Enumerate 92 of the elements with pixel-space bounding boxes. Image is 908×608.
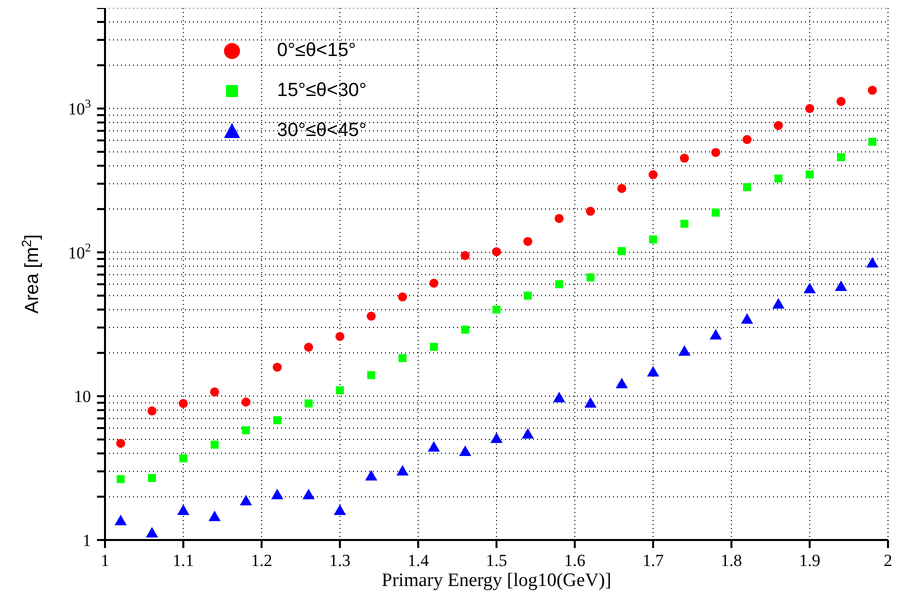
point (647, 366, 660, 376)
x-tick-label: 1.1 (172, 551, 194, 570)
legend-label: 15°≤θ<30° (277, 80, 367, 102)
point (336, 386, 344, 394)
y-tick-label: 10$^{3}$ (68, 96, 92, 119)
point (524, 292, 532, 300)
x-tick-label: 2 (884, 551, 892, 570)
point (774, 121, 783, 130)
point (116, 438, 126, 448)
point (241, 398, 250, 407)
point (712, 208, 720, 217)
point (555, 280, 564, 288)
point (430, 342, 438, 351)
point (523, 236, 532, 246)
x-tick-label: 1.9 (799, 551, 820, 570)
point (210, 387, 220, 396)
y-tick-label: 10$^{2}$ (68, 240, 92, 262)
point (367, 371, 376, 380)
x-tick-label: 1.2 (250, 551, 272, 570)
point (740, 313, 754, 324)
point (774, 174, 782, 183)
point (396, 464, 409, 476)
point (304, 342, 314, 352)
point (648, 170, 658, 180)
point (584, 397, 597, 408)
point (461, 326, 470, 334)
point (805, 104, 814, 114)
point (302, 488, 315, 500)
point (836, 96, 846, 106)
point (680, 154, 689, 163)
point (210, 440, 219, 449)
point (742, 135, 752, 144)
point (271, 488, 284, 500)
point (428, 441, 440, 452)
x-tick-label: 1.6 (564, 551, 586, 570)
point (366, 312, 376, 321)
point (208, 510, 221, 522)
point (365, 470, 378, 481)
point (146, 527, 158, 538)
point (398, 354, 407, 362)
point (804, 282, 816, 294)
x-tick-label: 1.5 (486, 551, 508, 570)
legend-label: 0°≤θ<15° (277, 40, 356, 62)
point (460, 251, 470, 260)
point (240, 494, 252, 506)
point (116, 475, 125, 484)
point (459, 445, 472, 456)
x-tick-label: 1.4 (408, 551, 430, 570)
point (710, 328, 722, 340)
point (492, 306, 500, 314)
point (554, 214, 564, 223)
point (806, 170, 814, 178)
point (492, 247, 502, 256)
point (837, 153, 846, 162)
point (178, 398, 188, 408)
point (680, 220, 688, 228)
point (242, 426, 250, 434)
point (334, 504, 346, 515)
point (272, 362, 282, 372)
point (678, 345, 690, 356)
x-tick-label: 1.3 (329, 551, 351, 570)
point (522, 428, 534, 439)
point (335, 332, 344, 341)
point (398, 292, 408, 302)
legend-label: 30°≤θ<45° (277, 120, 367, 142)
point (772, 298, 784, 309)
point (586, 206, 595, 216)
point (429, 278, 438, 288)
point (114, 514, 127, 526)
x-tick-label: 1.8 (720, 551, 742, 570)
point (490, 432, 503, 443)
point (743, 183, 752, 192)
point (649, 235, 658, 244)
x-tick-label: 1 (100, 551, 110, 570)
x-tick-label: 1.7 (642, 551, 664, 570)
y-tick-label: 1 (82, 531, 91, 550)
point (553, 392, 566, 402)
point (617, 184, 626, 193)
point (273, 416, 282, 424)
point (586, 273, 594, 282)
point (618, 247, 626, 256)
point (868, 86, 877, 95)
point (304, 399, 313, 408)
point (177, 504, 190, 515)
point (616, 378, 628, 388)
x-axis-title: Primary Energy [log10(GeV)] (382, 570, 612, 591)
point (179, 454, 188, 462)
point (148, 474, 156, 482)
point (147, 406, 156, 416)
y-tick-label: 10 (74, 387, 91, 406)
point (868, 138, 876, 146)
point (711, 148, 720, 157)
